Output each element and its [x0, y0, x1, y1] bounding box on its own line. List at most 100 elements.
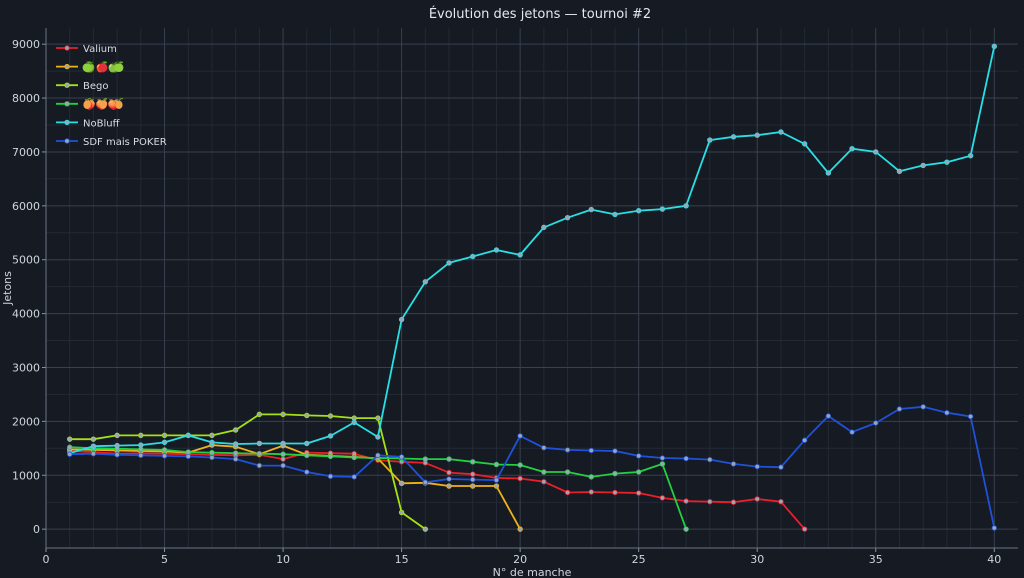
- y-tick-label: 4000: [12, 308, 40, 321]
- data-point: [707, 498, 713, 505]
- data-point: [280, 440, 286, 447]
- y-tick-label: 9000: [12, 38, 40, 51]
- data-point: [256, 440, 263, 447]
- data-point: [67, 444, 73, 450]
- peach-icon: [83, 97, 92, 110]
- data-point: [90, 450, 97, 457]
- data-point: [541, 469, 547, 475]
- data-point: [256, 462, 263, 469]
- data-point: [470, 476, 476, 483]
- data-point: [209, 449, 215, 456]
- data-point: [873, 149, 879, 155]
- data-point: [754, 463, 760, 470]
- data-point: [161, 432, 168, 439]
- data-point: [209, 439, 215, 446]
- data-point: [398, 480, 405, 487]
- data-point: [517, 526, 523, 532]
- data-point: [375, 452, 381, 459]
- data-point: [375, 415, 381, 421]
- series-line: [69, 405, 996, 529]
- data-point: [635, 490, 642, 496]
- data-point: [659, 206, 666, 212]
- series-4: [67, 43, 997, 456]
- legend-item: Bego: [56, 81, 108, 92]
- data-point: [304, 440, 310, 447]
- series-5: [67, 404, 997, 531]
- data-point: [209, 432, 215, 439]
- data-point: [398, 509, 405, 516]
- data-point: [161, 439, 168, 446]
- data-point: [114, 432, 120, 439]
- legend-label: SDF mais POKER: [83, 137, 167, 148]
- data-point: [114, 442, 120, 449]
- legend-swatch-point: [64, 45, 70, 51]
- data-point: [564, 214, 571, 221]
- y-tick-label: 6000: [12, 200, 40, 213]
- data-point: [232, 450, 239, 456]
- data-point: [944, 159, 950, 165]
- legend-item: SDF mais POKER: [56, 137, 167, 148]
- data-point: [517, 252, 523, 258]
- plot-background: [46, 28, 1018, 548]
- x-tick-label: 25: [632, 553, 646, 566]
- x-tick-label: 10: [276, 553, 290, 566]
- x-tick-label: 40: [987, 553, 1001, 566]
- legend-swatch-point: [64, 82, 70, 88]
- data-point: [138, 432, 144, 439]
- data-point: [422, 526, 429, 532]
- data-point: [612, 470, 618, 477]
- data-point: [422, 279, 429, 285]
- data-point: [185, 432, 191, 439]
- series-line: [69, 46, 996, 455]
- data-point: [991, 525, 997, 531]
- data-point: [564, 489, 571, 496]
- data-point: [517, 433, 523, 439]
- data-point: [801, 141, 808, 147]
- data-point: [280, 456, 286, 462]
- data-point: [327, 433, 334, 439]
- data-point: [446, 260, 452, 266]
- data-point: [967, 413, 974, 420]
- data-point: [659, 455, 666, 461]
- data-point: [612, 448, 618, 454]
- data-point: [541, 445, 547, 451]
- data-point: [185, 449, 191, 455]
- data-point: [801, 526, 808, 532]
- data-point: [493, 461, 500, 468]
- y-tick-label: 2000: [12, 415, 40, 428]
- data-point: [138, 452, 144, 459]
- y-tick-label: 3000: [12, 361, 40, 374]
- legend-swatch-point: [64, 63, 70, 70]
- data-point: [635, 207, 642, 214]
- axes: 0 5 10 15 20 25 30 35 40 0 1000 2000 3000 4000 5000 600…: [12, 28, 1018, 566]
- data-point: [635, 453, 642, 459]
- data-point: [730, 461, 737, 467]
- data-point: [327, 473, 334, 480]
- data-point: [683, 203, 689, 209]
- x-tick-label: 5: [161, 553, 168, 566]
- data-point: [896, 406, 903, 412]
- legend-item: Valium: [56, 44, 117, 55]
- y-tick-label: 8000: [12, 92, 40, 105]
- data-point: [232, 441, 239, 447]
- y-tick-label: 0: [33, 523, 40, 536]
- data-point: [304, 412, 310, 419]
- legend-label: Valium: [83, 44, 117, 55]
- data-point: [256, 411, 263, 418]
- data-point: [849, 146, 855, 152]
- legend-item: NoBluff: [56, 118, 121, 129]
- x-tick-label: 0: [43, 553, 50, 566]
- data-point: [849, 429, 855, 435]
- data-point: [398, 316, 405, 323]
- x-axis-title: N° de manche: [493, 566, 572, 578]
- data-point: [801, 437, 808, 443]
- data-point: [209, 454, 215, 461]
- data-point: [351, 474, 357, 480]
- green-apple-icon: [82, 61, 92, 72]
- legend-item: 🍑🍑🍑: [56, 97, 124, 111]
- legend-label: Bego: [83, 81, 108, 92]
- data-point: [327, 453, 334, 460]
- data-point: [351, 419, 357, 426]
- data-point: [446, 456, 452, 462]
- legend-swatch-point: [64, 101, 70, 107]
